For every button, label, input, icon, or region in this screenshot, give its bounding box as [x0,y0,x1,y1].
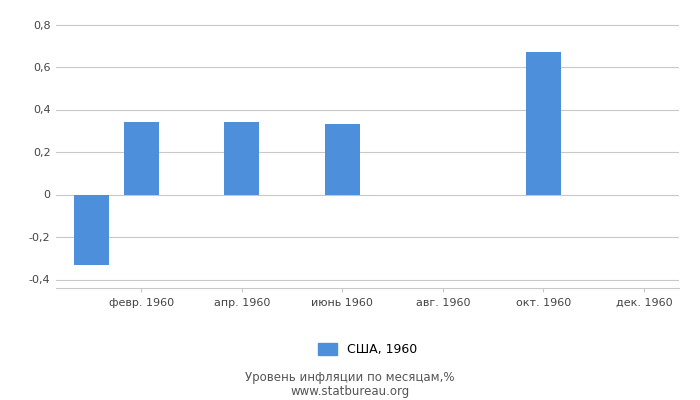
Bar [526,52,561,194]
Bar [124,122,159,194]
Legend: США, 1960: США, 1960 [318,343,417,356]
Text: Уровень инфляции по месяцам,%: Уровень инфляции по месяцам,% [245,372,455,384]
Bar [74,194,108,265]
Text: www.statbureau.org: www.statbureau.org [290,386,410,398]
Bar [224,122,260,194]
Bar [325,124,360,194]
